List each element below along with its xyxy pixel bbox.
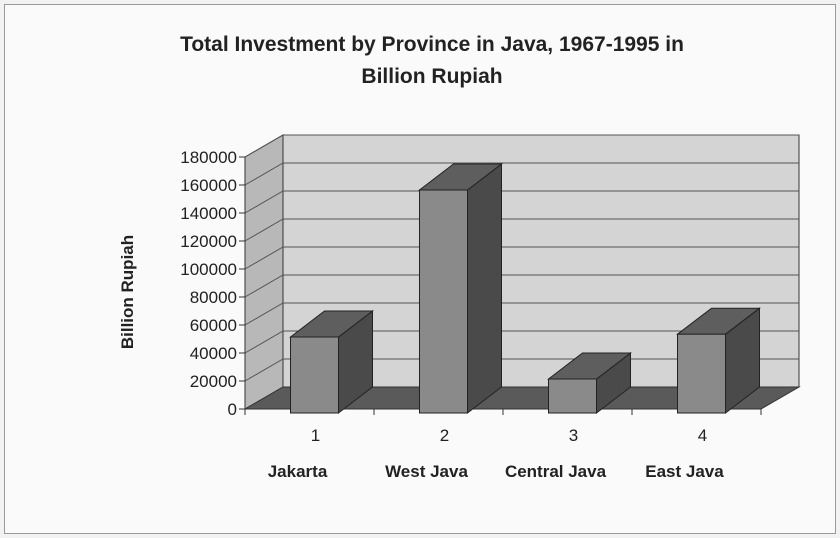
gridlines [244,134,799,382]
bar-4 [676,307,761,415]
chart-title-line-1: Total Investment by Province in Java, 19… [180,33,684,56]
bar-3 [547,351,632,415]
y-tick-label: 160000 [180,176,237,195]
bar-front [419,189,468,414]
bar-front [548,378,597,414]
x-tick-label: 1 [311,426,320,445]
y-tick-label: 80000 [190,288,237,307]
gridline [244,190,799,214]
gridline [244,330,799,354]
chart-title-line-2: Billion Rupiah [361,65,502,88]
x-axis-ticks: 1 Jakarta 2 West Java 3 Central Java 4 East Jav… [244,409,762,481]
y-tick-label: 100000 [180,260,237,279]
y-axis-title: Billion Rupiah [118,235,137,349]
gridline [244,218,799,242]
gridline [244,134,799,158]
chart-frame: Total Investment by Province in Java, 19… [4,4,836,534]
x-tick-label: 2 [440,426,449,445]
bar-1 [289,309,374,415]
category-name: East Java [645,462,724,481]
y-axis-ticks: 0 20000 40000 60000 80000 100000 120000 140000 1… [180,148,246,419]
y-tick-label: 20000 [190,372,237,391]
y-tick-label: 40000 [190,344,237,363]
y-tick-label: 60000 [190,316,237,335]
gridline [244,274,799,298]
category-name: West Java [385,462,468,481]
category-name: Jakarta [268,462,328,481]
gridline [244,302,799,326]
side-wall [244,134,284,410]
chart: Total Investment by Province in Java, 19… [118,33,801,481]
y-tick-label: 120000 [180,232,237,251]
bar-front [290,336,339,414]
x-tick-label: 4 [698,426,707,445]
gridline [244,162,799,186]
bar-side [467,162,502,415]
bar-2 [418,162,503,415]
y-tick-label: 0 [228,400,237,419]
bar-front [677,333,726,414]
bars [289,162,761,415]
category-name: Central Java [505,462,607,481]
gridline [244,246,799,270]
y-tick-label: 140000 [180,204,237,223]
x-tick-label: 3 [569,426,578,445]
y-tick-label: 180000 [180,148,237,167]
